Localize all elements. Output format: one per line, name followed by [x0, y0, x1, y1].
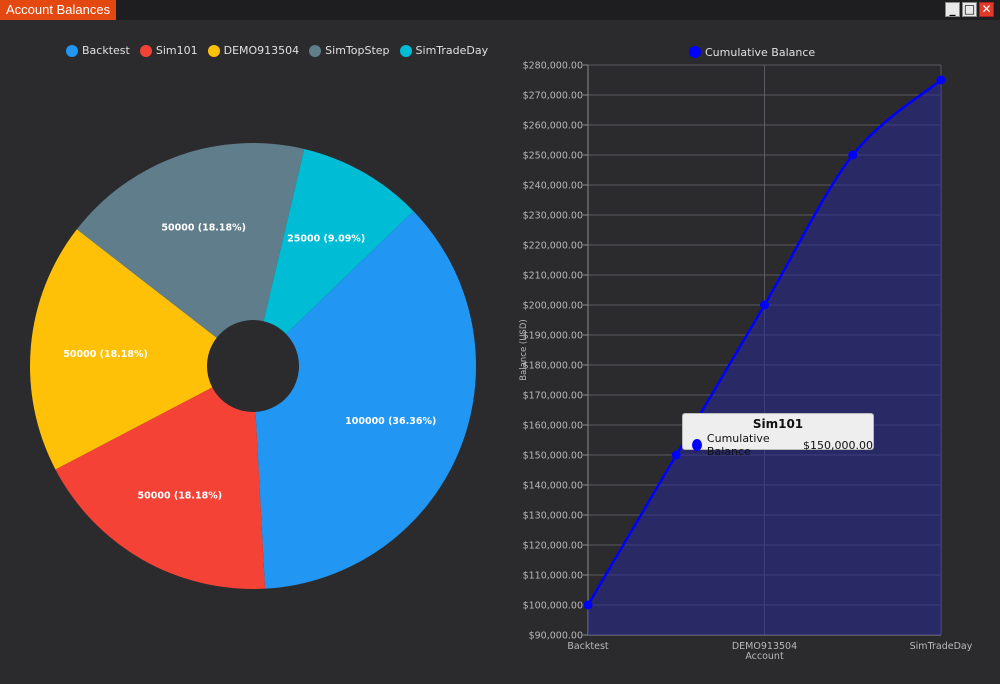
- pie-legend-item[interactable]: SimTradeDay: [399, 44, 489, 57]
- data-point-backtest[interactable]: [583, 600, 593, 610]
- pie-slice-label: 100000 (36.36%): [345, 416, 436, 427]
- legend-dot-icon: [399, 44, 412, 57]
- pie-slice-simtradeday[interactable]: [263, 148, 414, 335]
- y-tick-label: $160,000.00: [523, 421, 583, 432]
- legend-dot-icon: [207, 44, 220, 57]
- area-fill: [588, 80, 941, 635]
- legend-label: Sim101: [155, 44, 198, 57]
- x-tick-label: DEMO913504: [732, 641, 797, 652]
- data-point-demo913504[interactable]: [760, 300, 769, 310]
- y-tick-label: $270,000.00: [523, 91, 583, 102]
- y-tick-label: $100,000.00: [523, 601, 583, 612]
- pie-legend-item[interactable]: SimTopStep: [309, 44, 390, 57]
- y-tick-label: $140,000.00: [523, 481, 583, 492]
- y-tick-label: $210,000.00: [523, 271, 583, 282]
- y-tick-label: $260,000.00: [523, 121, 583, 132]
- tooltip-series-label: Cumulative Balance: [706, 432, 770, 458]
- y-tick-label: $230,000.00: [523, 211, 583, 222]
- data-point-simtopstep[interactable]: [848, 150, 858, 160]
- line-legend-label: Cumulative Balance: [705, 46, 815, 59]
- y-tick-label: $90,000.00: [529, 631, 583, 642]
- pie-slice-demo913504[interactable]: [29, 229, 217, 470]
- y-tick-label: $130,000.00: [523, 511, 583, 522]
- x-tick-label: Backtest: [567, 641, 609, 652]
- tooltip-value: $150,000.00: [803, 438, 873, 452]
- legend-dot-icon: [66, 44, 78, 57]
- pie-legend: Backtest Sim101 DEMO913504 SimTopStep SimTra…: [66, 44, 488, 57]
- y-tick-label: $280,000.00: [523, 61, 583, 72]
- y-axis-title: Balance (USD): [519, 319, 529, 380]
- chart-tooltip: Sim101 Cumulative Balance $150,000.00: [682, 413, 874, 458]
- legend-dot-icon: [309, 44, 322, 57]
- window-title: Account Balances: [0, 0, 117, 20]
- title-bar: Account Balances _ □ ✕: [0, 0, 1000, 20]
- tooltip-series-dot: [692, 439, 702, 451]
- data-point-sim101[interactable]: [671, 450, 681, 460]
- legend-label: SimTradeDay: [415, 44, 489, 57]
- pie-slice-label: 50000 (18.18%): [63, 349, 148, 360]
- tooltip-title: Sim101: [752, 417, 804, 431]
- x-axis-title: Account: [745, 651, 784, 662]
- pie-slice-label: 25000 (9.09%): [287, 233, 365, 244]
- y-tick-label: $110,000.00: [523, 571, 583, 582]
- legend-label: DEMO913504: [223, 44, 300, 57]
- y-tick-label: $240,000.00: [523, 181, 583, 192]
- y-tick-label: $180,000.00: [523, 361, 583, 372]
- legend-label: SimTopStep: [325, 44, 390, 57]
- pie-legend-item[interactable]: DEMO913504: [207, 44, 300, 57]
- y-tick-label: $200,000.00: [523, 301, 583, 312]
- legend-dot-icon: [139, 44, 152, 57]
- pie-slice-simtopstep[interactable]: [76, 143, 305, 338]
- y-tick-label: $250,000.00: [523, 151, 583, 162]
- x-tick-label: SimTradeDay: [910, 641, 973, 652]
- pie-legend-item[interactable]: Sim101: [139, 44, 198, 57]
- tooltip-row: Cumulative Balance $150,000.00: [692, 432, 873, 458]
- y-tick-label: $220,000.00: [523, 241, 583, 252]
- y-tick-label: $150,000.00: [523, 451, 583, 462]
- y-tick-label: $120,000.00: [523, 541, 583, 552]
- pie-slice-sim101[interactable]: [55, 387, 266, 589]
- line-legend-dot-icon: [689, 46, 701, 58]
- pie-chart: 100000 (36.36%) 50000 (18.18%) 50000 (18.1…: [29, 143, 477, 589]
- pie-slice-label: 50000 (18.18%): [138, 491, 223, 502]
- y-tick-label: $170,000.00: [523, 391, 583, 402]
- legend-label: Backtest: [82, 44, 130, 57]
- maximize-button[interactable]: □: [962, 2, 977, 17]
- data-point-simtradeday[interactable]: [936, 75, 946, 85]
- cumulative-balance-chart: Cumulative Balance $90,000.00 $100,000.00 $…: [519, 46, 973, 662]
- y-tick-label: $190,000.00: [523, 331, 583, 342]
- pie-slice-backtest[interactable]: [255, 211, 477, 589]
- pie-legend-item[interactable]: Backtest: [66, 44, 130, 57]
- pie-slice-label: 50000 (18.18%): [161, 222, 246, 233]
- close-button[interactable]: ✕: [979, 2, 994, 17]
- minimize-button[interactable]: _: [945, 2, 960, 17]
- cumulative-balance-line: [586, 79, 942, 606]
